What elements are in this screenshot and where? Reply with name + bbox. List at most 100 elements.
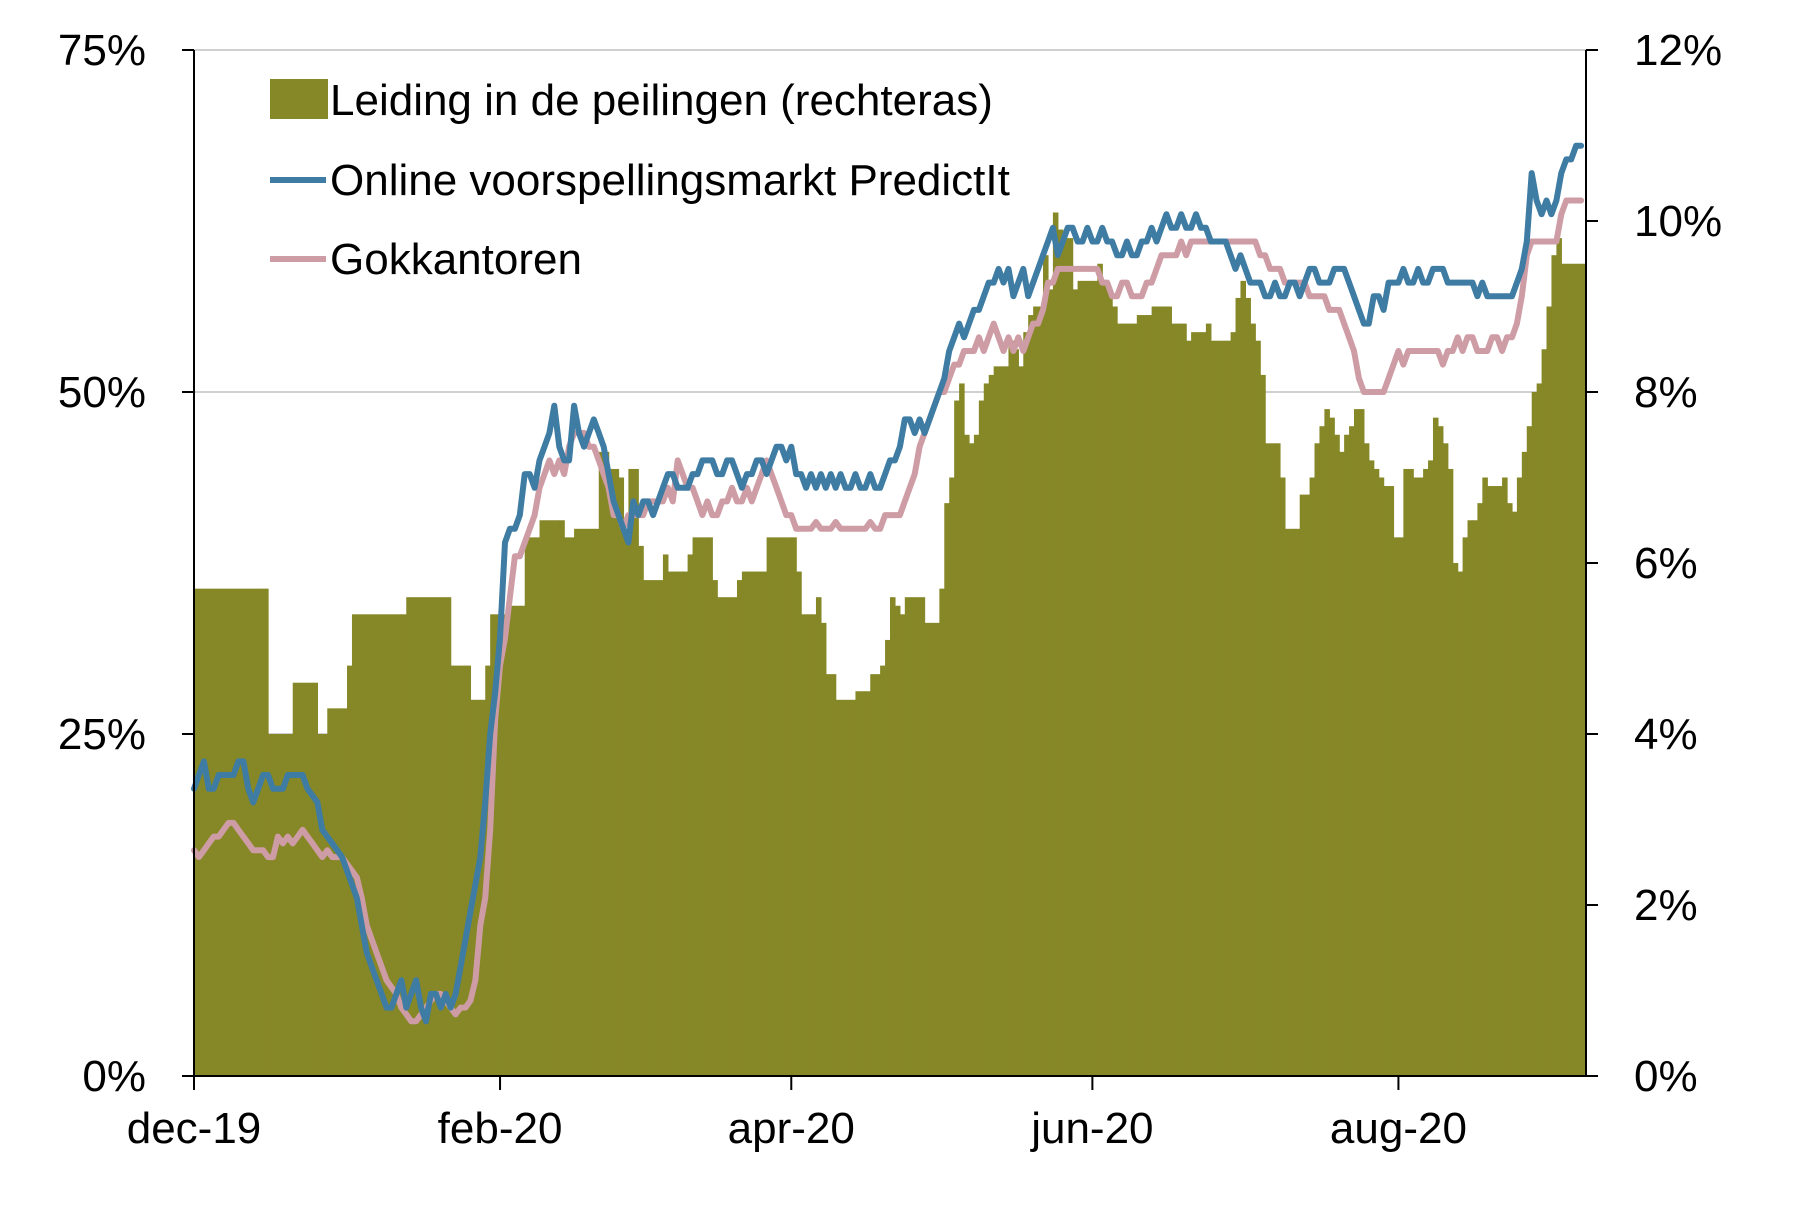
- bar: [1146, 315, 1153, 1076]
- bar: [1255, 340, 1261, 1076]
- bar: [312, 682, 319, 1076]
- bar: [1314, 443, 1321, 1076]
- bar: [342, 708, 348, 1076]
- bar: [1018, 366, 1024, 1077]
- bar: [1467, 520, 1474, 1076]
- x-tick-label: dec-19: [127, 1104, 262, 1153]
- bar: [1437, 426, 1444, 1076]
- bar: [1043, 255, 1049, 1076]
- bar: [1388, 486, 1395, 1076]
- bar: [524, 537, 541, 1076]
- bar: [1452, 563, 1459, 1076]
- bar: [988, 374, 995, 1076]
- bar: [658, 580, 664, 1076]
- left-tick-label: 0%: [82, 1052, 146, 1101]
- bar: [574, 528, 595, 1076]
- bar: [559, 520, 565, 1076]
- bar: [1432, 417, 1439, 1076]
- bar: [825, 674, 837, 1076]
- bar: [1023, 332, 1029, 1076]
- bar: [682, 571, 689, 1076]
- bar: [1047, 289, 1054, 1076]
- bar: [1378, 477, 1385, 1076]
- bar: [401, 614, 407, 1076]
- bar: [1482, 477, 1488, 1076]
- bar: [934, 622, 940, 1076]
- bar: [1235, 297, 1242, 1076]
- bar: [1265, 443, 1276, 1076]
- bar: [1136, 315, 1148, 1076]
- bar: [968, 443, 975, 1076]
- bar: [919, 597, 926, 1076]
- bar: [687, 554, 694, 1076]
- bar: [1072, 289, 1079, 1076]
- bar: [1526, 426, 1533, 1076]
- bar: [1358, 409, 1365, 1077]
- bar: [465, 665, 472, 1076]
- bar: [1309, 477, 1316, 1076]
- right-tick-label: 2%: [1634, 881, 1698, 930]
- bar: [1536, 383, 1543, 1076]
- bar: [1472, 520, 1479, 1076]
- bar: [1003, 366, 1010, 1077]
- bar: [717, 597, 733, 1076]
- bar: [1546, 306, 1553, 1076]
- bar: [870, 674, 881, 1076]
- bar: [959, 383, 965, 1076]
- bar: [1260, 374, 1266, 1076]
- bar: [865, 691, 871, 1076]
- bar: [1240, 280, 1247, 1077]
- bar: [761, 571, 768, 1076]
- right-tick-label: 12%: [1634, 26, 1722, 75]
- bar: [628, 468, 639, 1076]
- left-tick-label: 75%: [58, 26, 146, 75]
- bar: [327, 708, 343, 1076]
- x-tick-label: jun-20: [1029, 1104, 1153, 1153]
- bar: [811, 614, 817, 1076]
- legend-item: Gokkantoren: [270, 235, 582, 284]
- bar: [1077, 280, 1093, 1077]
- bar: [1117, 323, 1133, 1077]
- legend-item: Leiding in de peilingen (rechteras): [270, 76, 993, 125]
- bar: [850, 699, 857, 1076]
- bar: [835, 699, 852, 1076]
- bar: [608, 468, 620, 1076]
- bar: [1131, 323, 1138, 1077]
- bar: [1541, 349, 1548, 1076]
- bar: [1561, 263, 1582, 1076]
- right-axis-ticks: 0% 2% 4% 6% 8% 10% 12%: [1586, 26, 1722, 1101]
- bar: [899, 614, 906, 1076]
- bar: [1551, 255, 1557, 1076]
- legend-label: Leiding in de peilingen (rechteras): [330, 76, 993, 125]
- bar: [1284, 528, 1296, 1076]
- bar: [1112, 306, 1118, 1076]
- x-tick-label: aug-20: [1330, 1104, 1467, 1153]
- bar: [1413, 477, 1419, 1076]
- bar: [1354, 409, 1360, 1077]
- x-axis-ticks: dec-19 feb-20 apr-20 jun-20 aug-20: [127, 1076, 1467, 1153]
- bar: [1299, 494, 1311, 1077]
- bar: [1462, 537, 1469, 1076]
- bar: [973, 434, 980, 1076]
- bar: [815, 597, 822, 1076]
- predictit-line: [191, 142, 1585, 1025]
- bar: [1200, 332, 1207, 1076]
- bar: [1373, 468, 1380, 1076]
- right-tick-label: 6%: [1634, 539, 1698, 588]
- bar: [993, 366, 1005, 1077]
- legend-label: Online voorspellingsmarkt PredictIt: [330, 156, 1010, 205]
- bar: [978, 400, 985, 1076]
- bar: [964, 434, 970, 1076]
- bar: [1502, 477, 1508, 1076]
- bar: [1447, 468, 1454, 1076]
- bar: [1339, 451, 1345, 1077]
- bar: [1033, 306, 1044, 1076]
- bar: [1181, 323, 1187, 1077]
- bar: [1403, 468, 1409, 1076]
- bar: [194, 588, 264, 1076]
- bar: [1092, 280, 1098, 1077]
- legend-label: Gokkantoren: [330, 235, 582, 284]
- bar: [707, 537, 713, 1076]
- bar: [1531, 392, 1538, 1076]
